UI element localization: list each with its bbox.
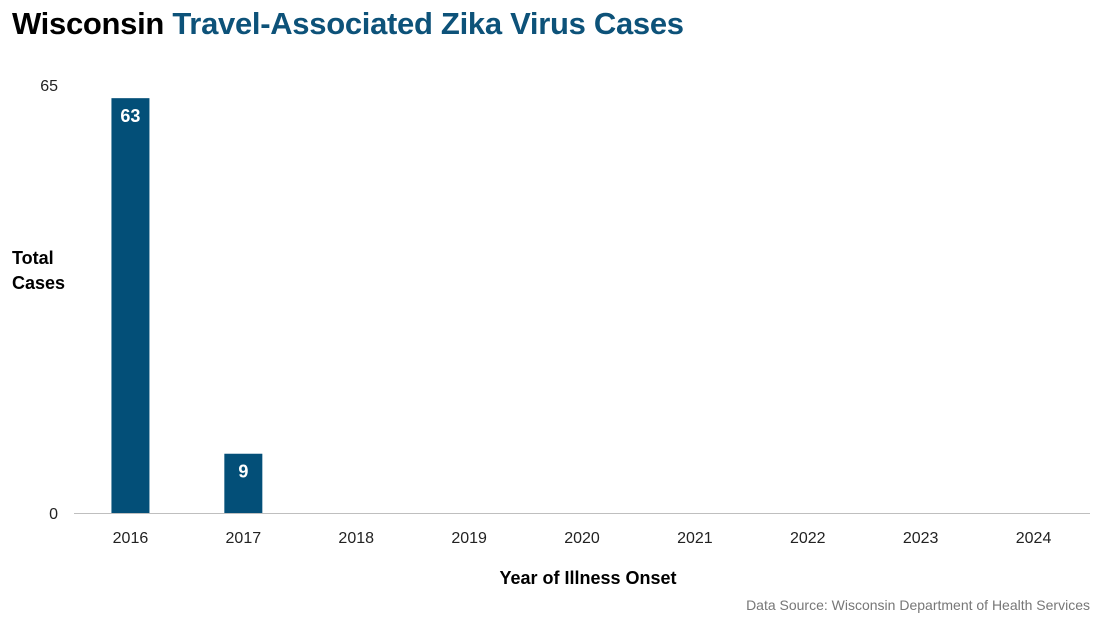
chart-title: Wisconsin Travel-Associated Zika Virus C… <box>12 6 684 42</box>
x-tick-label-2022: 2022 <box>790 530 826 547</box>
x-tick-label-2016: 2016 <box>113 530 149 547</box>
x-tick-label-2023: 2023 <box>903 530 939 547</box>
y-tick-label-0: 0 <box>49 506 58 523</box>
data-label-2017: 9 <box>238 462 248 482</box>
data-labels-group: 63 9 <box>120 106 248 482</box>
chart-title-state: Wisconsin <box>12 6 165 41</box>
x-tick-label-2021: 2021 <box>677 530 713 547</box>
y-tick-label-65: 65 <box>40 78 58 95</box>
data-label-2016: 63 <box>120 106 140 126</box>
x-axis-label: Year of Illness Onset <box>499 568 677 588</box>
x-tick-label-2024: 2024 <box>1016 530 1052 547</box>
data-source-note: Data Source: Wisconsin Department of Hea… <box>746 597 1090 613</box>
bars-group <box>111 98 263 514</box>
axes-group: 2016 2017 2018 2019 2020 2021 2022 2023 2024 0 65 <box>40 78 1090 547</box>
y-axis-label-line-2: Cases <box>12 273 66 293</box>
bar-2016 <box>111 98 150 514</box>
chart-title-topic: Travel-Associated Zika Virus Cases <box>172 6 684 41</box>
x-tick-label-2017: 2017 <box>226 530 262 547</box>
x-tick-label-2019: 2019 <box>451 530 487 547</box>
bar-2017 <box>224 453 263 513</box>
x-tick-label-2020: 2020 <box>564 530 600 547</box>
y-axis-label-line-1: Total <box>12 248 54 268</box>
x-tick-label-2018: 2018 <box>338 530 374 547</box>
